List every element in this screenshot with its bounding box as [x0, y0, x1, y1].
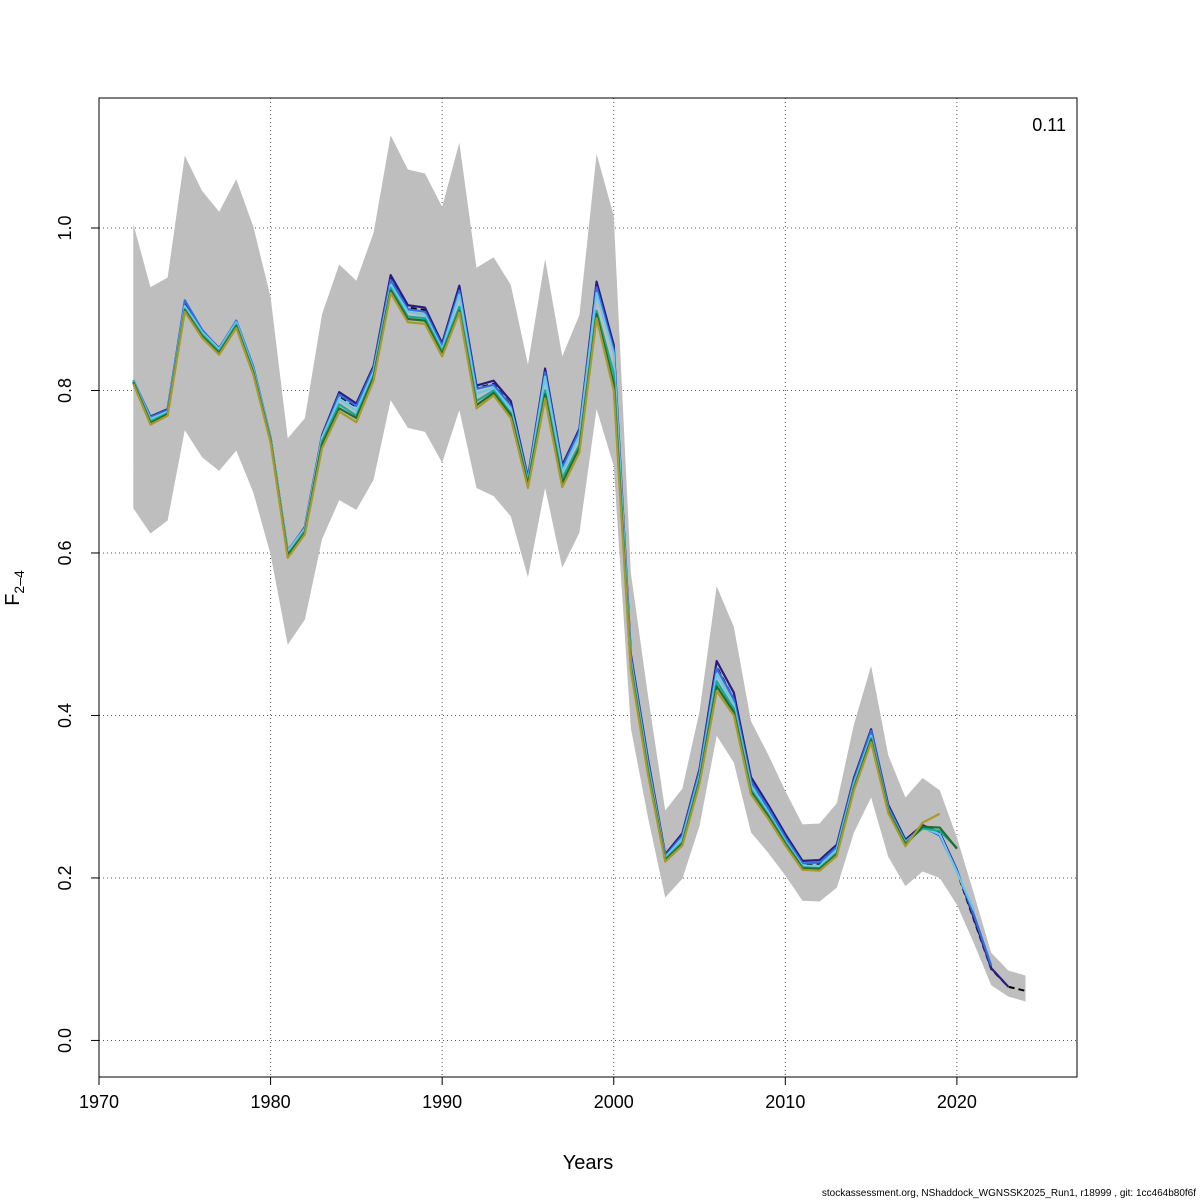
x-tick-label: 2010: [765, 1092, 805, 1112]
y-tick-label: 1.0: [55, 215, 75, 240]
annotation-label: 0.11: [1032, 115, 1066, 135]
x-tick-label: 1970: [79, 1092, 119, 1112]
x-tick-label: 1980: [251, 1092, 291, 1112]
confidence-band: [133, 135, 1026, 1002]
y-axis-title-main: F: [2, 594, 24, 606]
x-tick-label: 2020: [937, 1092, 977, 1112]
y-tick-label: 0.6: [55, 540, 75, 565]
y-tick-label: 0.8: [55, 378, 75, 403]
footer-text: stockassessment.org, NShaddock_WGNSSK202…: [822, 1188, 1196, 1199]
confidence-band-layer: [133, 135, 1026, 1002]
axes-layer: 1970 1980 1990 2000 2010 2020 0.0 0.2 0.4 0.6 0.8 1…: [55, 215, 977, 1112]
y-tick-label: 0.2: [55, 865, 75, 890]
plot-frame: [98, 97, 1078, 1078]
y-axis-title-sub: 2–4: [11, 570, 27, 594]
y-tick-label: 0.4: [55, 703, 75, 728]
series-line-6: [132, 291, 941, 872]
x-axis-title: Years: [563, 1152, 613, 1174]
x-tick-label: 1990: [422, 1092, 462, 1112]
y-tick-label: 0.0: [55, 1028, 75, 1053]
y-axis-title: F2–4: [2, 570, 27, 606]
series-lines-layer: [132, 274, 1026, 992]
x-tick-label: 2000: [594, 1092, 634, 1112]
